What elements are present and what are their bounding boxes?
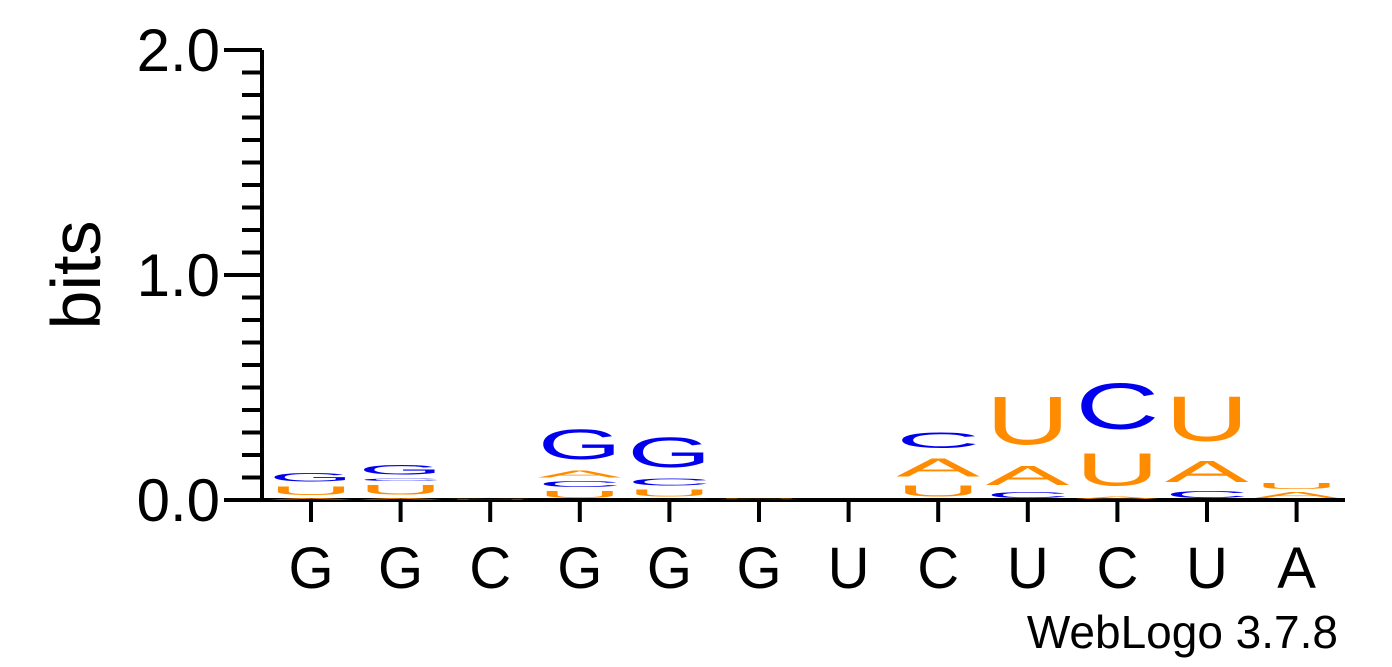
- weblogo-credit: WebLogo 3.7.8: [1027, 606, 1338, 658]
- y-tick-label: 1.0: [137, 242, 220, 309]
- x-tick-label: G: [557, 536, 602, 601]
- x-tick-label: U: [828, 536, 870, 601]
- logo-letter-u: U: [1165, 383, 1249, 455]
- logo-letter-u: U: [986, 384, 1070, 460]
- logo-letter-u: U: [717, 498, 801, 499]
- logo-letter-c: C: [896, 428, 980, 453]
- logo-stack: UA: [448, 498, 532, 500]
- y-axis: 0.0 1.0 2.0: [137, 17, 264, 534]
- logo-letter-u: U: [627, 488, 711, 499]
- logo-letter-a: A: [627, 499, 711, 500]
- logo-letter-a: A: [269, 498, 353, 500]
- logo-letter-a: A: [448, 498, 532, 499]
- logo-stack: AU: [1255, 482, 1340, 500]
- logo-letter-u: U: [448, 499, 532, 500]
- x-tick-label: A: [1277, 536, 1316, 601]
- x-tick-label: U: [1007, 536, 1049, 601]
- logo-letter-a: A: [986, 460, 1070, 491]
- logo-stack: AUG: [269, 471, 353, 500]
- logo-letter-a: A: [1165, 455, 1249, 489]
- logo-letter-g: G: [627, 430, 711, 477]
- logo-stack: CAU: [986, 384, 1070, 500]
- x-tick-label: G: [288, 536, 333, 601]
- logo-letter-c: C: [627, 476, 711, 487]
- y-tick-label: 0.0: [137, 467, 220, 534]
- logo-letter-c: C: [538, 480, 622, 489]
- x-tick-label: C: [469, 536, 511, 601]
- y-axis-label: bits: [37, 221, 115, 330]
- x-tick-label: C: [917, 536, 959, 601]
- logo-letter-a: A: [359, 498, 443, 500]
- logo-letter-u: U: [269, 484, 353, 498]
- logo-stack: UAC: [896, 428, 980, 500]
- logo-stack: AU: [717, 498, 801, 500]
- logo-letter-c: C: [986, 491, 1070, 500]
- logo-letter-a: A: [717, 499, 801, 500]
- logo-letter-g: G: [269, 471, 353, 484]
- x-tick-label: G: [378, 536, 423, 601]
- logo-letter-u: U: [1255, 482, 1339, 491]
- logo-letter-g: G: [538, 422, 622, 469]
- x-tick-label: G: [736, 536, 781, 601]
- logo-letter-a: A: [1075, 495, 1159, 499]
- x-tick-label: C: [1096, 536, 1138, 601]
- logo-letter-c: C: [359, 478, 443, 482]
- y-tick-label: 2.0: [137, 17, 220, 84]
- x-tick-label: U: [1186, 536, 1228, 601]
- logo-letter-u: U: [538, 489, 622, 500]
- logo-stack: CAU: [1165, 383, 1249, 500]
- logo-letter-a: A: [538, 468, 623, 479]
- logo-letter-a: A: [1255, 491, 1340, 500]
- logo-letter-u: U: [359, 482, 443, 498]
- x-tick-label: G: [647, 536, 692, 601]
- logo-letter-u: U: [1075, 444, 1159, 496]
- logo-letter-c: C: [1165, 489, 1249, 500]
- logo-letter-g: G: [359, 462, 443, 478]
- logo-letter-u: U: [896, 482, 980, 500]
- logo-letter-a: A: [896, 453, 980, 482]
- logo-letter-c: C: [1075, 370, 1159, 444]
- logo-stack: AUC: [1075, 370, 1159, 500]
